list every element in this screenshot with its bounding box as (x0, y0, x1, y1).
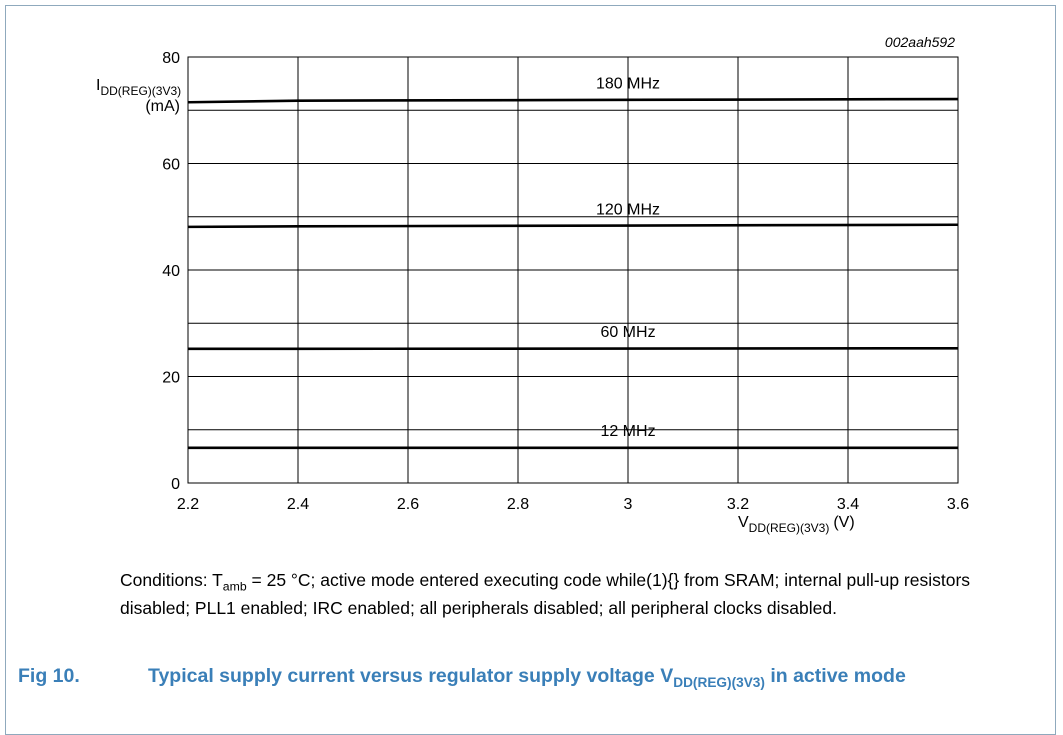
y-axis-unit: (mA) (145, 98, 180, 115)
x-axis-label-main: V (738, 514, 749, 531)
caption-sub: DD(REG)(3V3) (673, 674, 765, 690)
conditions-pre: Conditions: T (120, 570, 223, 590)
y-tick-label: 60 (162, 157, 180, 174)
series-label: 12 MHz (600, 423, 655, 440)
x-tick-label: 2.8 (507, 496, 529, 513)
y-tick-label: 80 (162, 50, 180, 67)
y-axis-label-main: I (96, 77, 100, 94)
caption-post: in active mode (764, 665, 906, 687)
x-tick-label: 2.4 (287, 496, 309, 513)
x-axis-label: VDD(REG)(3V3) (V) (738, 514, 855, 535)
conditions-sub: amb (222, 579, 247, 594)
x-tick-label: 2.2 (177, 496, 199, 513)
figure-code: 002aah592 (885, 34, 955, 50)
x-axis-unit: (V) (833, 514, 854, 531)
series-label: 60 MHz (600, 324, 655, 341)
series-label: 120 MHz (596, 201, 660, 218)
y-axis-label: IDD(REG)(3V3) (96, 77, 181, 98)
conditions-note: Conditions: Tamb = 25 °C; active mode en… (120, 566, 1020, 622)
x-tick-label: 2.6 (397, 496, 419, 513)
series-line (188, 346, 959, 351)
x-tick-label: 3.4 (837, 496, 859, 513)
caption-pre: Typical supply current versus regulator … (148, 665, 674, 687)
series-line (187, 223, 959, 229)
figure-caption: Fig 10. Typical supply current versus reg… (18, 663, 1038, 690)
y-tick-label: 20 (162, 370, 180, 387)
series-line (187, 97, 959, 104)
caption-text: Typical supply current versus regulator … (148, 663, 906, 690)
y-tick-label: 0 (171, 476, 180, 493)
y-axis-label-sub: DD(REG)(3V3) (100, 84, 181, 98)
plot-frame (187, 56, 959, 484)
chart: 002aah592 IDD(REG)(3V3) (mA) VDD(REG)(3V… (96, 34, 969, 535)
series-label: 180 MHz (596, 76, 660, 93)
x-tick-label: 3 (624, 496, 633, 513)
y-tick-label: 40 (162, 263, 180, 280)
conditions-post: = 25 °C; active mode entered executing c… (120, 570, 971, 618)
x-tick-label: 3.2 (727, 496, 749, 513)
x-tick-label: 3.6 (947, 496, 969, 513)
x-axis-label-sub: DD(REG)(3V3) (749, 521, 830, 535)
caption-label: Fig 10. (18, 665, 80, 687)
